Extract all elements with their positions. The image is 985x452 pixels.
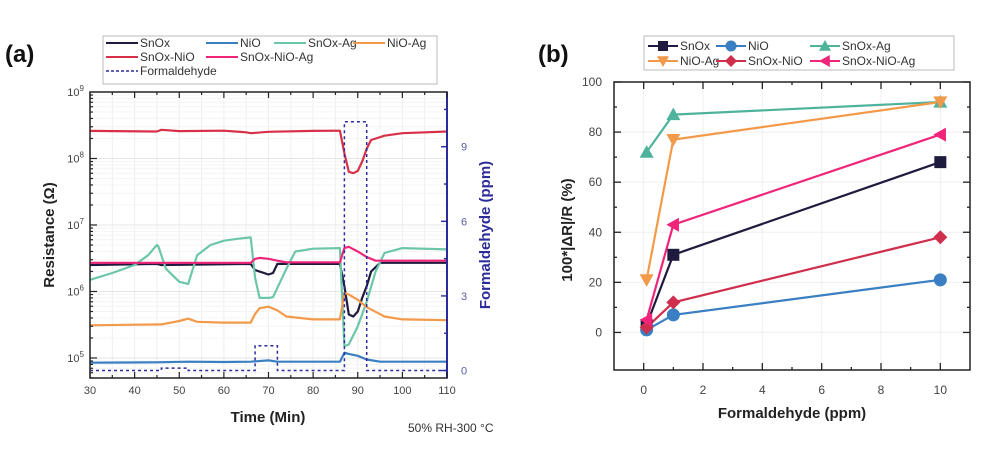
legend-marker xyxy=(658,41,668,51)
legend-marker xyxy=(725,40,737,52)
data-point-snox-nio xyxy=(666,295,681,310)
data-point-snox-nio-ag xyxy=(666,217,679,232)
panel-a-ylabel: Resistance (Ω) xyxy=(41,182,58,287)
series-line-snox-ag xyxy=(645,100,941,153)
legend-marker xyxy=(725,55,737,67)
y-tick-label: 109 xyxy=(67,84,84,99)
series-line-snox-nio-ag xyxy=(90,245,447,264)
x-tick-label: 0 xyxy=(640,383,647,397)
data-point-nio xyxy=(933,273,947,287)
series-line-nio xyxy=(89,351,447,364)
series-line-formaldehyde xyxy=(90,121,447,372)
x-tick-label: 100 xyxy=(393,385,411,397)
data-point-nio xyxy=(666,308,680,322)
panel-b-legend: SnOx NiO SnOx-Ag NiO-Ag SnOx-NiO SnOx-NiO-Ag xyxy=(643,35,955,71)
panel-a-xlabel: Time (Min) xyxy=(231,409,306,426)
data-point-snox-nio-ag xyxy=(639,312,653,327)
panel-a-series xyxy=(89,121,448,372)
panel-a-y2label: Formaldehyde (ppm) xyxy=(477,161,494,309)
y-tick-label: 105 xyxy=(67,350,84,365)
panel-a-ticks: 30 40 50 60 70 80 90 100 110 105 106 107 108 109 0 3 6 9 xyxy=(67,84,467,397)
y-tick-label: 60 xyxy=(589,175,603,189)
data-point-nio-ag xyxy=(666,134,681,147)
legend-label: NiO-Ag xyxy=(387,36,426,50)
data-point-snox-ag xyxy=(666,107,681,121)
x-tick-label: 4 xyxy=(759,383,766,397)
legend-label: SnOx-Ag xyxy=(842,39,891,53)
x-tick-label: 30 xyxy=(84,385,96,397)
x-tick-label: 70 xyxy=(262,385,274,397)
series-line-snox-ag xyxy=(89,236,448,348)
legend-marker xyxy=(819,40,831,51)
legend-label: SnOx-NiO xyxy=(748,54,803,68)
panel-b-xlabel: Formaldehyde (ppm) xyxy=(718,405,866,422)
x-tick-label: 8 xyxy=(878,383,885,397)
series-line-nio-ag xyxy=(89,291,448,327)
series-line-snox-nio-ag xyxy=(645,133,941,321)
panel-a-annotation: 50% RH-300 °C xyxy=(408,421,494,435)
panel-b-ylabel: 100*|ΔR|/R (%) xyxy=(559,178,576,281)
series-line-nio xyxy=(646,278,941,331)
data-point-snox-nio-ag xyxy=(933,127,946,142)
legend-label: SnOx-NiO xyxy=(140,50,195,64)
legend-label: SnOx-Ag xyxy=(308,36,357,50)
panel-b-label: (b) xyxy=(538,41,569,68)
legend-label: NiO xyxy=(240,36,261,50)
data-point-nio-ag xyxy=(933,96,948,110)
x-tick-label: 6 xyxy=(818,383,825,397)
legend-label: NiO-Ag xyxy=(680,54,719,68)
legend-marker xyxy=(657,56,669,67)
y-tick-label: 0 xyxy=(595,325,602,339)
legend-label: SnOx xyxy=(680,39,710,53)
legend-box xyxy=(643,35,955,71)
data-point-nio-ag xyxy=(639,274,654,287)
x-tick-label: 2 xyxy=(700,383,707,397)
series-line-nio-ag xyxy=(645,100,941,281)
y2-tick-label: 9 xyxy=(461,142,467,154)
panel-a-legend: SnOx NiO SnOx-Ag NiO-Ag SnOx-NiO SnOx-NiO-Ag F… xyxy=(102,35,438,85)
series-line-snox xyxy=(645,161,941,326)
y-tick-label: 106 xyxy=(67,283,84,298)
panel-b-series xyxy=(639,95,948,337)
x-tick-label: 50 xyxy=(173,385,185,397)
y2-tick-label: 3 xyxy=(461,291,467,303)
panel-b-grid xyxy=(614,81,970,370)
legend-label: NiO xyxy=(748,39,769,53)
x-tick-label: 10 xyxy=(934,383,948,397)
data-point-snox xyxy=(667,248,680,261)
y-tick-label: 40 xyxy=(589,225,603,239)
legend-marker xyxy=(819,55,830,67)
y-tick-label: 20 xyxy=(589,275,603,289)
y2-tick-label: 6 xyxy=(461,216,467,228)
panel-a-label: (a) xyxy=(5,41,34,68)
legend-label: SnOx-NiO-Ag xyxy=(842,54,915,68)
y-tick-label: 107 xyxy=(67,217,84,232)
data-point-snox-ag xyxy=(639,145,654,158)
data-point-snox-nio xyxy=(933,230,948,245)
y-tick-label: 100 xyxy=(582,75,602,89)
legend-label: Formaldehyde xyxy=(140,64,217,78)
y-tick-label: 80 xyxy=(589,125,603,139)
y2-tick-label: 0 xyxy=(461,366,467,378)
x-tick-label: 110 xyxy=(438,385,456,397)
panel-b-plot-frame xyxy=(613,81,971,371)
legend-label: SnOx xyxy=(140,36,170,50)
x-tick-label: 80 xyxy=(307,385,319,397)
legend-label: SnOx-NiO-Ag xyxy=(240,50,313,64)
data-point-snox xyxy=(934,156,947,169)
series-line-snox-nio xyxy=(89,128,448,175)
x-tick-label: 90 xyxy=(352,385,364,397)
x-tick-label: 60 xyxy=(218,385,230,397)
y-tick-label: 108 xyxy=(67,150,84,165)
x-tick-label: 40 xyxy=(129,385,141,397)
